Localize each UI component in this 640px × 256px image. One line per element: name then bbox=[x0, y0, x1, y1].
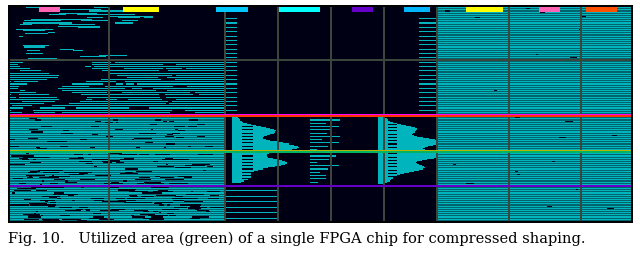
Text: Fig. 10.   Utilized area (green) of a single FPGA chip for compressed shaping.: Fig. 10. Utilized area (green) of a sing… bbox=[8, 231, 585, 246]
